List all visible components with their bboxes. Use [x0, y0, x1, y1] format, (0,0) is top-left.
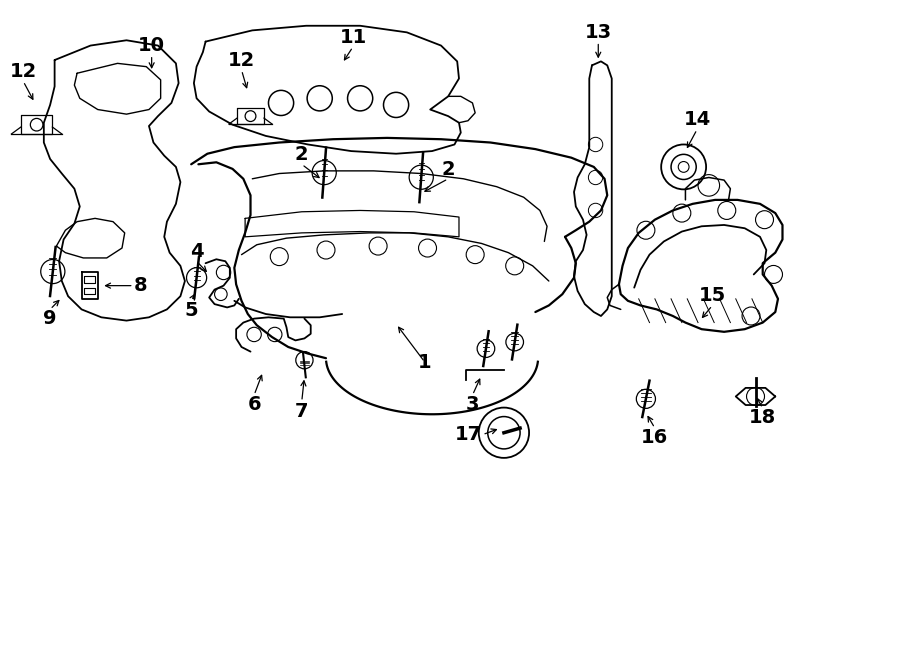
Text: 1: 1: [418, 353, 432, 371]
Text: 8: 8: [134, 276, 148, 295]
Text: 6: 6: [248, 395, 261, 414]
Text: 14: 14: [683, 110, 711, 130]
Text: 12: 12: [228, 51, 255, 70]
Text: 12: 12: [10, 62, 37, 81]
Text: 15: 15: [698, 286, 726, 305]
Text: 16: 16: [642, 428, 669, 447]
Text: 2: 2: [295, 145, 309, 165]
Text: 17: 17: [455, 425, 482, 444]
Text: 18: 18: [749, 408, 777, 427]
Text: 3: 3: [465, 395, 479, 414]
Text: 13: 13: [585, 22, 612, 42]
Text: 2: 2: [441, 160, 455, 178]
Text: 9: 9: [43, 309, 57, 329]
Text: 7: 7: [295, 402, 309, 421]
Text: 11: 11: [339, 28, 366, 47]
Text: 10: 10: [139, 36, 166, 55]
Text: 4: 4: [190, 242, 203, 261]
Text: 5: 5: [184, 301, 198, 320]
